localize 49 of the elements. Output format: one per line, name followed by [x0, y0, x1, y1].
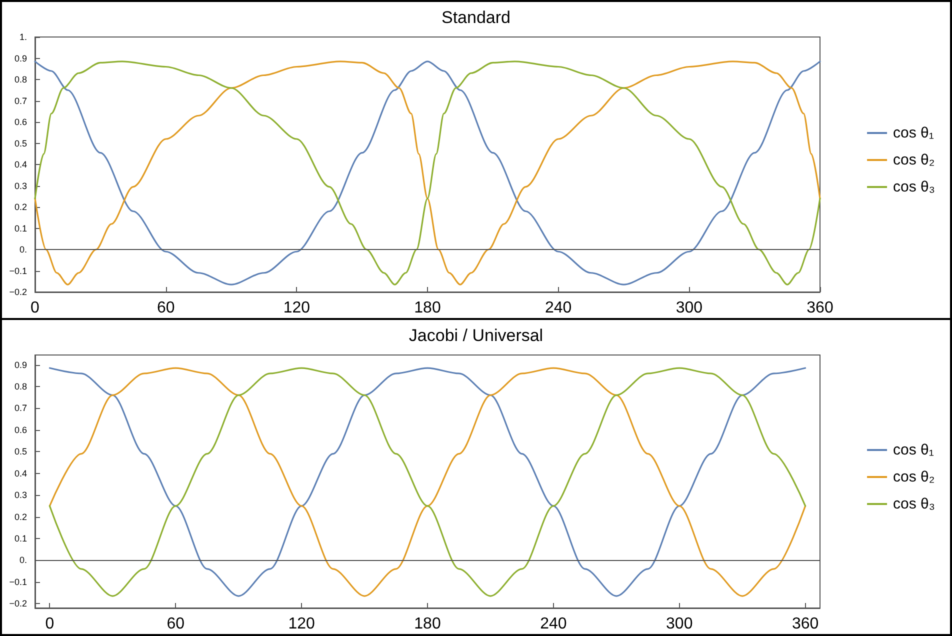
x-tick-label: 240	[540, 616, 567, 632]
y-tick-label: 0.3	[14, 490, 27, 500]
x-tick-label: 360	[806, 300, 834, 316]
x-tick-label: 60	[166, 616, 185, 632]
y-tick-label: 0.5	[14, 138, 27, 148]
x-tick-label: 360	[792, 616, 819, 632]
y-tick-label: 0.2	[14, 512, 27, 522]
legend-label: cos θ₁	[893, 442, 934, 458]
y-tick-label: 0.1	[14, 534, 27, 544]
legend-label: cos θ₃	[893, 496, 936, 512]
x-tick-label: 120	[288, 616, 316, 632]
chart-title: Standard	[442, 8, 510, 27]
y-tick-label: 0.9	[14, 360, 27, 370]
y-tick-label: 0.8	[14, 381, 27, 392]
y-tick-label: 0.8	[14, 74, 27, 84]
y-tick-label: 0.7	[14, 403, 27, 414]
x-tick-label: 0	[30, 300, 40, 316]
y-tick-label: 0.5	[14, 446, 27, 457]
y-tick-label: 0.6	[14, 117, 27, 127]
y-tick-label: 0.3	[14, 180, 27, 191]
y-tick-label: −0.1	[9, 266, 27, 276]
legend-label: cos θ₃	[893, 178, 936, 196]
x-tick-label: 240	[544, 300, 572, 316]
x-tick-label: 180	[414, 616, 441, 632]
x-tick-label: 180	[414, 300, 441, 316]
x-tick-label: 120	[283, 300, 310, 316]
x-tick-label: 300	[676, 300, 703, 316]
y-tick-label: 0.	[19, 244, 27, 254]
y-tick-label: −0.2	[9, 598, 27, 609]
x-tick-label: 300	[666, 616, 693, 632]
y-tick-label: 0.	[19, 555, 27, 566]
y-tick-label: −0.2	[9, 287, 27, 297]
x-tick-label: 60	[156, 300, 175, 316]
chart-title: Jacobi / Universal	[408, 326, 544, 345]
y-tick-label: 0.4	[14, 160, 27, 170]
y-tick-label: 0.7	[14, 96, 27, 106]
line-series	[34, 60, 821, 286]
legend-label: cos θ₁	[893, 124, 934, 142]
y-tick-label: −0.1	[9, 576, 27, 587]
y-tick-label: 1.	[19, 32, 27, 42]
x-tick-label: 0	[45, 616, 54, 632]
y-tick-label: 0.4	[14, 468, 27, 478]
y-tick-label: 0.6	[14, 424, 27, 435]
y-tick-label: 0.2	[14, 202, 27, 212]
line-series	[48, 367, 806, 597]
y-tick-label: 0.1	[14, 223, 27, 234]
y-tick-label: 0.9	[14, 53, 27, 64]
legend-label: cos θ₂	[893, 152, 935, 168]
legend-label: cos θ₂	[893, 468, 935, 486]
